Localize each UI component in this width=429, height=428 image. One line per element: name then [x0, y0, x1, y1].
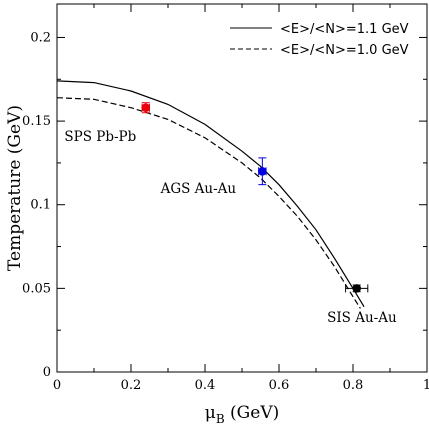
series-line-2 — [56, 97, 361, 309]
y-tick-label: 0 — [43, 365, 51, 380]
y-tick-label: 0.15 — [22, 114, 51, 129]
y-tick-label: 0.1 — [30, 198, 51, 213]
x-tick-label: 1 — [423, 378, 429, 393]
legend: <E>/<N>=1.1 GeV <E>/<N>=1.0 GeV — [230, 22, 409, 58]
x-axis-title: μB (GeV) — [205, 403, 279, 426]
data-point-3 — [352, 284, 362, 293]
x-tick-label: 0 — [53, 378, 61, 393]
x-tick-label: 0.8 — [343, 378, 364, 393]
x-axis-title-subscript: B — [216, 412, 225, 426]
data-point-1 — [141, 103, 151, 113]
y-tick-label: 0.2 — [30, 30, 51, 45]
legend-label-series-2: <E>/<N>=1.0 GeV — [280, 43, 409, 58]
data-point-label-2: AGS Au-Au — [160, 181, 237, 197]
series-line-1 — [56, 80, 365, 308]
legend-label-series-1: <E>/<N>=1.1 GeV — [280, 22, 409, 37]
x-tick-label: 0.2 — [121, 378, 142, 393]
data-point-label-1: SPS Pb-Pb — [64, 129, 136, 145]
data-point-2 — [258, 166, 267, 176]
y-tick-label: 0.05 — [22, 281, 51, 296]
x-tick-label: 0.4 — [195, 378, 216, 393]
data-point-label-3: SIS Au-Au — [327, 310, 397, 326]
x-tick-label: 0.6 — [269, 378, 290, 393]
y-axis-title: Temperature (GeV) — [5, 105, 25, 271]
